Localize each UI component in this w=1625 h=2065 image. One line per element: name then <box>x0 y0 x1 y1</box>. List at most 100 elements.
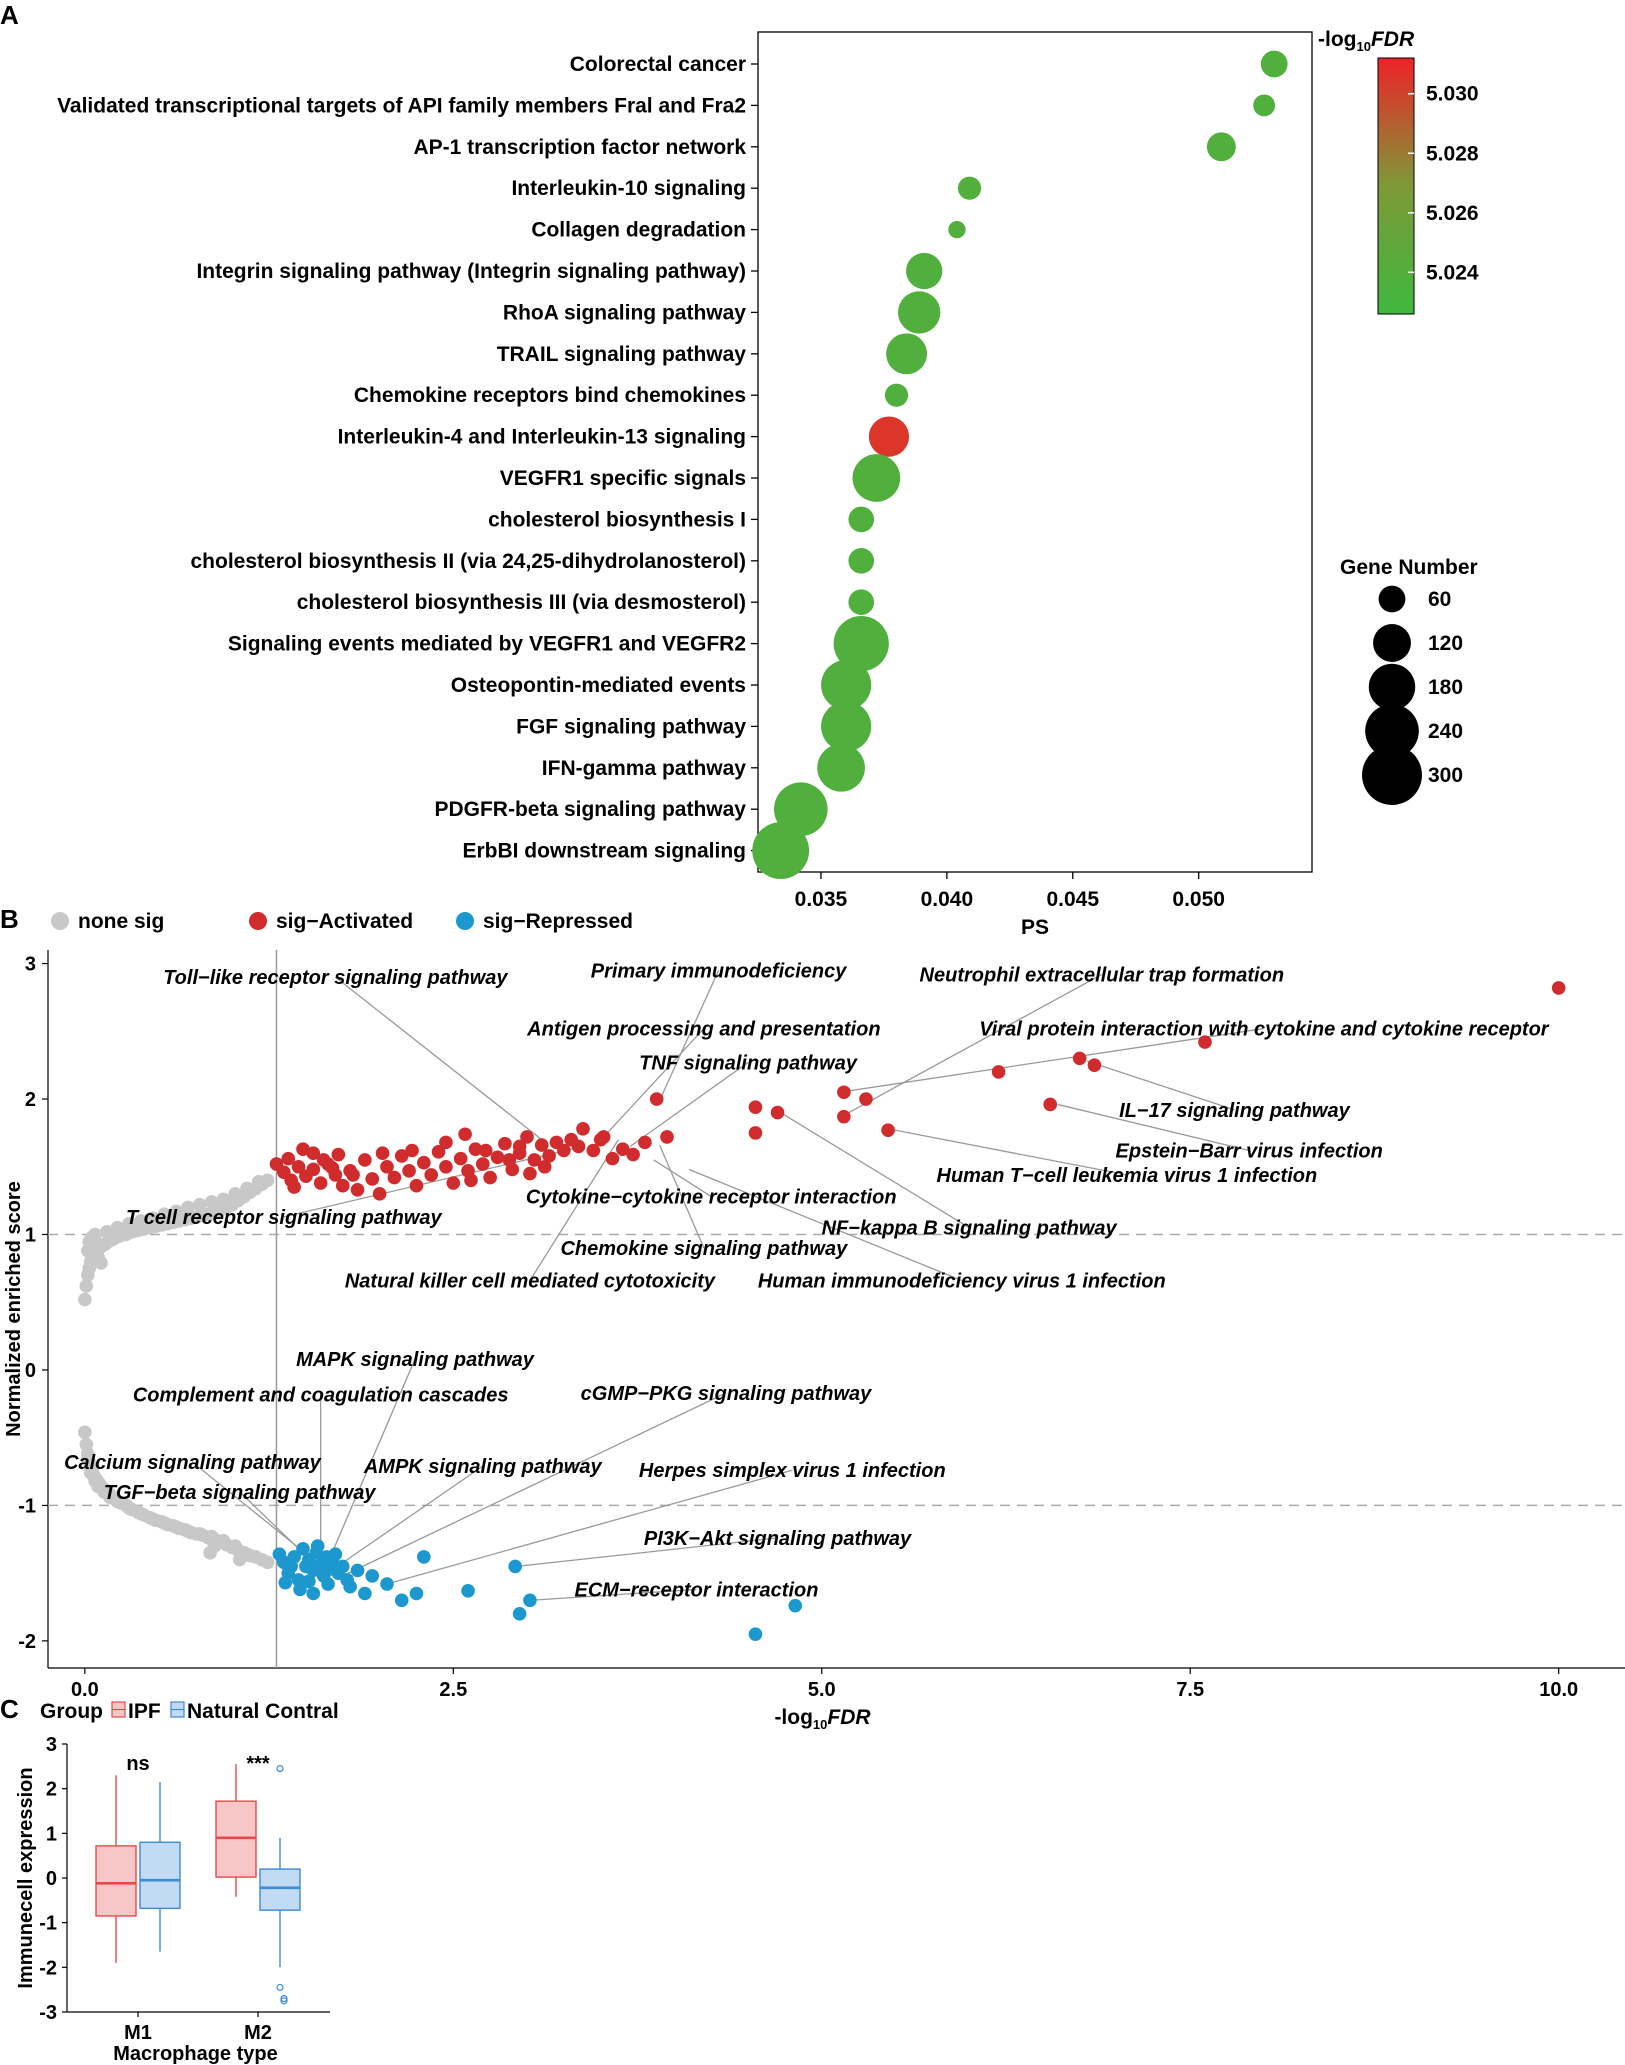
data-point <box>145 1512 160 1526</box>
color-legend-label: 5.026 <box>1426 202 1479 225</box>
size-legend-dot <box>1373 624 1411 662</box>
y-tick-label: Signaling events mediated by VEGFR1 and … <box>228 633 746 656</box>
dot-point <box>884 383 909 407</box>
box-outlier <box>280 1994 288 2003</box>
y-tick-label: Osteopontin-mediated events <box>451 674 746 697</box>
data-point <box>316 1153 331 1167</box>
data-point <box>523 1166 537 1181</box>
panel-a-dot-plot: Colorectal cancer Validated transcription… <box>57 28 1479 939</box>
data-point <box>748 1627 763 1641</box>
x-tick-label: 0.040 <box>921 888 974 911</box>
data-point <box>296 1541 310 1556</box>
y-tick-label: 1 <box>46 1823 57 1845</box>
annotation-connector <box>327 1358 416 1563</box>
y-tick-label: RhoA signaling pathway <box>503 301 746 324</box>
data-point <box>240 1181 254 1196</box>
legend-label-act: sig−Activated <box>276 910 413 933</box>
panel-a-plot-frame <box>757 31 1313 873</box>
box-outlier <box>280 1997 288 2005</box>
data-point <box>134 1506 148 1521</box>
data-point <box>431 1145 446 1159</box>
y-tick-label: Integrin signaling pathway (Integrin sig… <box>196 260 746 283</box>
data-point <box>335 1178 350 1193</box>
pathway-annotation: TGF−beta signaling pathway <box>104 1482 377 1504</box>
data-point <box>78 1292 92 1307</box>
y-tick-label: 3 <box>46 1734 57 1756</box>
size-legend-dot <box>1362 745 1422 805</box>
size-legend-label: 300 <box>1428 764 1463 787</box>
y-tick-label: FGF signaling pathway <box>516 715 746 738</box>
annotation-connector <box>688 1168 963 1282</box>
x-tick-label: 0.045 <box>1046 888 1099 911</box>
data-point <box>859 1092 873 1106</box>
data-point <box>881 1123 895 1137</box>
data-point <box>284 1559 298 1574</box>
y-tick-label: cholesterol biosynthesis II (via 24,25-d… <box>191 550 747 573</box>
data-point <box>478 1143 493 1158</box>
data-point <box>335 1559 350 1574</box>
data-point <box>748 1126 763 1140</box>
data-point <box>498 1136 512 1151</box>
data-point <box>1087 1058 1102 1072</box>
y-tick-label: 3 <box>25 954 36 976</box>
pathway-annotation: MAPK signaling pathway <box>296 1349 535 1371</box>
y-axis-title: Normalized enriched score <box>3 1181 25 1437</box>
y-tick-label: Interleukin-10 signaling <box>511 177 746 200</box>
data-point <box>520 1130 534 1144</box>
data-point <box>228 1539 242 1553</box>
group-legend-title: Group <box>40 1700 103 1723</box>
annotation-connector <box>629 1061 749 1147</box>
data-point <box>502 1153 517 1167</box>
data-point <box>78 1425 92 1440</box>
data-point <box>110 1494 125 1509</box>
annotation-connector <box>603 1028 705 1138</box>
y-tick-label: 0 <box>46 1868 57 1890</box>
data-point <box>605 1151 620 1166</box>
data-point <box>302 1574 316 1589</box>
x-tick-label: 0.050 <box>1172 888 1225 911</box>
size-legend-dot <box>1368 663 1416 711</box>
panel-label-c: C <box>0 1694 19 1724</box>
data-point <box>365 1172 380 1186</box>
dot-point <box>848 547 875 574</box>
box-outlier <box>276 1764 284 1773</box>
color-legend-title: -log10FDR <box>1318 28 1415 54</box>
data-point <box>1551 981 1566 995</box>
data-point <box>1043 1097 1058 1112</box>
x-tick-label: 2.5 <box>439 1679 467 1701</box>
data-point <box>638 1135 652 1150</box>
x-tick-label: M1 <box>124 2022 152 2044</box>
data-point <box>79 1279 94 1293</box>
data-point <box>660 1130 674 1144</box>
y-tick-label: TRAIL signaling pathway <box>497 343 747 366</box>
data-point <box>586 1143 601 1158</box>
data-point <box>169 1520 184 1534</box>
y-tick-label: Interleukin-4 and Interleukin-13 signali… <box>338 426 746 449</box>
data-point <box>204 1195 219 1209</box>
data-point <box>402 1164 416 1178</box>
dot-point <box>868 416 910 457</box>
data-point <box>350 1182 365 1197</box>
y-tick-label: -1 <box>18 1495 36 1517</box>
data-point <box>293 1582 307 1597</box>
annotation-connector <box>1086 1060 1235 1111</box>
dot-point <box>833 615 889 672</box>
panel-b-volcano-plot: none sig sig−Activated sig−Repressed 3 2 1 0 -1… <box>3 910 1625 1732</box>
data-point <box>365 1569 380 1583</box>
dot-point <box>852 454 901 502</box>
data-point <box>181 1524 195 1538</box>
data-point <box>424 1168 438 1182</box>
y-tick-label: Collagen degradation <box>531 219 746 242</box>
data-point <box>100 1224 114 1239</box>
pathway-annotation: Neutrophil extracellular trap formation <box>920 964 1285 986</box>
pathway-annotation: T cell receptor signaling pathway <box>126 1207 443 1229</box>
data-point <box>346 1168 360 1182</box>
data-point <box>193 1197 207 1212</box>
data-point <box>394 1149 409 1163</box>
annotation-connector <box>334 976 543 1141</box>
data-point <box>439 1135 453 1150</box>
legend-label-none: none sig <box>78 910 164 933</box>
data-point <box>310 1539 325 1553</box>
annotation-connector <box>342 1392 727 1577</box>
data-point <box>409 1178 424 1193</box>
